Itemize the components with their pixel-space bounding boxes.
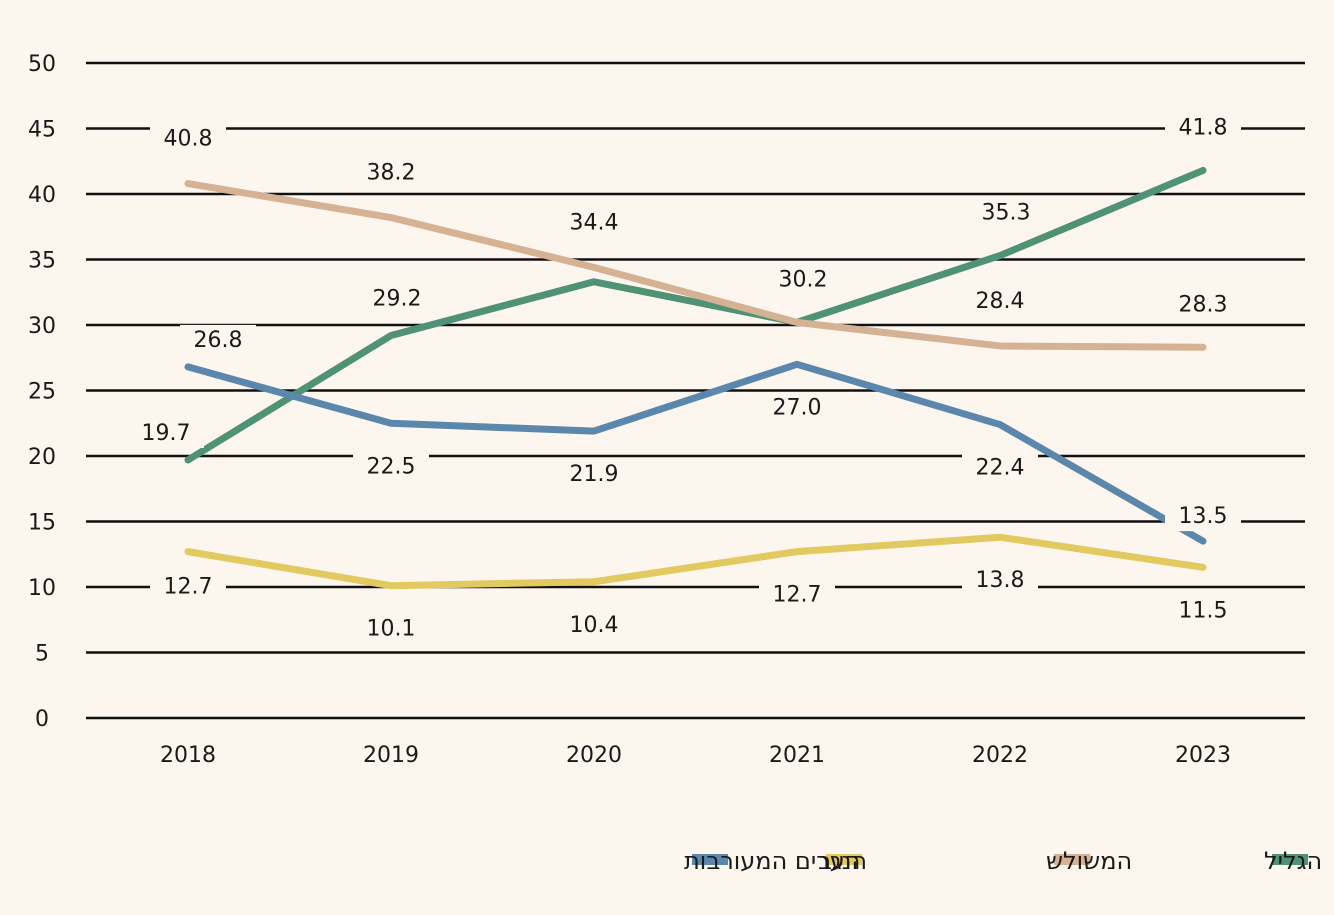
data-label-bg [556,609,632,640]
data-label: 10.1 [367,617,416,642]
data-label-bg [353,613,429,644]
data-label: 30.2 [779,267,828,292]
data-label-bg [765,264,841,295]
y-tick-label: 15 [28,511,56,536]
data-label: 22.5 [367,454,416,479]
data-label-bg [556,459,632,490]
y-tick-label: 30 [28,314,56,339]
data-label: 35.3 [982,201,1031,226]
series-line-3 [184,360,1207,545]
data-label: 34.4 [570,210,619,235]
x-tick-label: 2019 [363,743,419,768]
y-tick-label: 0 [35,707,49,732]
legend-label: הערים המעורבות [684,847,860,875]
gridlines [86,61,1305,720]
data-label-bg [128,417,204,448]
data-label-bg [962,565,1038,596]
data-label-bg [962,452,1038,483]
series-line-2 [184,533,1207,590]
data-label-bg [556,207,632,238]
data-label: 38.2 [367,161,416,186]
y-tick-label: 5 [35,642,49,667]
legend-swatch [1272,854,1308,865]
legend-label: המשולש [1046,847,1132,875]
y-tick-label: 40 [28,183,56,208]
data-label: 26.8 [194,328,243,353]
data-label: 40.8 [164,127,213,152]
y-tick-label: 35 [28,249,56,274]
data-label: 12.7 [773,583,822,608]
y-tick-label: 10 [28,576,56,601]
data-label-bg [353,157,429,188]
x-tick-label: 2018 [160,743,216,768]
legend-swatch [826,854,862,865]
data-label: 28.3 [1179,292,1228,317]
data-label: 19.7 [142,421,191,446]
y-tick-label: 45 [28,118,56,143]
data-label-bg [180,324,256,355]
data-label-bg [1165,595,1241,626]
data-label: 41.8 [1179,115,1228,140]
legend-swatch [692,854,728,865]
series-line-1 [184,180,1207,351]
data-label: 21.9 [570,462,619,487]
x-tick-label: 2020 [566,743,622,768]
data-label-bg [759,392,835,423]
y-tick-label: 20 [28,445,56,470]
x-tick-label: 2023 [1175,743,1231,768]
data-label-bg [353,451,429,482]
data-label-bg [359,283,435,314]
series-line-0 [184,166,1207,464]
data-label-bg [150,123,226,154]
data-label-bg [759,579,835,610]
data-label-bg [968,197,1044,228]
data-label: 10.4 [570,613,619,638]
data-label: 28.4 [976,289,1025,314]
data-label-bg [1165,501,1241,532]
data-label: 11.5 [1179,598,1228,623]
x-tick-label: 2021 [769,743,825,768]
data-label: 13.5 [1179,504,1228,529]
y-tick-label: 50 [28,52,56,77]
data-label: 13.8 [976,568,1025,593]
y-tick-label: 25 [28,380,56,405]
data-label: 12.7 [164,575,213,600]
y-axis: 0 5 10 15 20 25 30 35 40 45 50 [28,52,56,732]
data-label-bg [962,285,1038,316]
data-label-bg [1165,112,1241,143]
x-axis: 2018 2019 2020 2021 2022 2023 [160,743,1231,768]
legend-label: הנגב [818,847,867,875]
data-label: 29.2 [373,286,422,311]
legend-label: הגליל [1264,847,1322,875]
data-label-bg [150,571,226,602]
data-labels: 19.7 29.2 30.2 35.3 41.8 40.8 38.2 34.4 28.4 28.3… [128,112,1241,644]
legend-swatch [1054,854,1090,865]
series-lines [184,166,1207,590]
data-label-bg [1165,289,1241,320]
data-label: 27.0 [773,395,822,420]
data-label: 22.4 [976,456,1025,481]
x-tick-label: 2022 [972,743,1028,768]
